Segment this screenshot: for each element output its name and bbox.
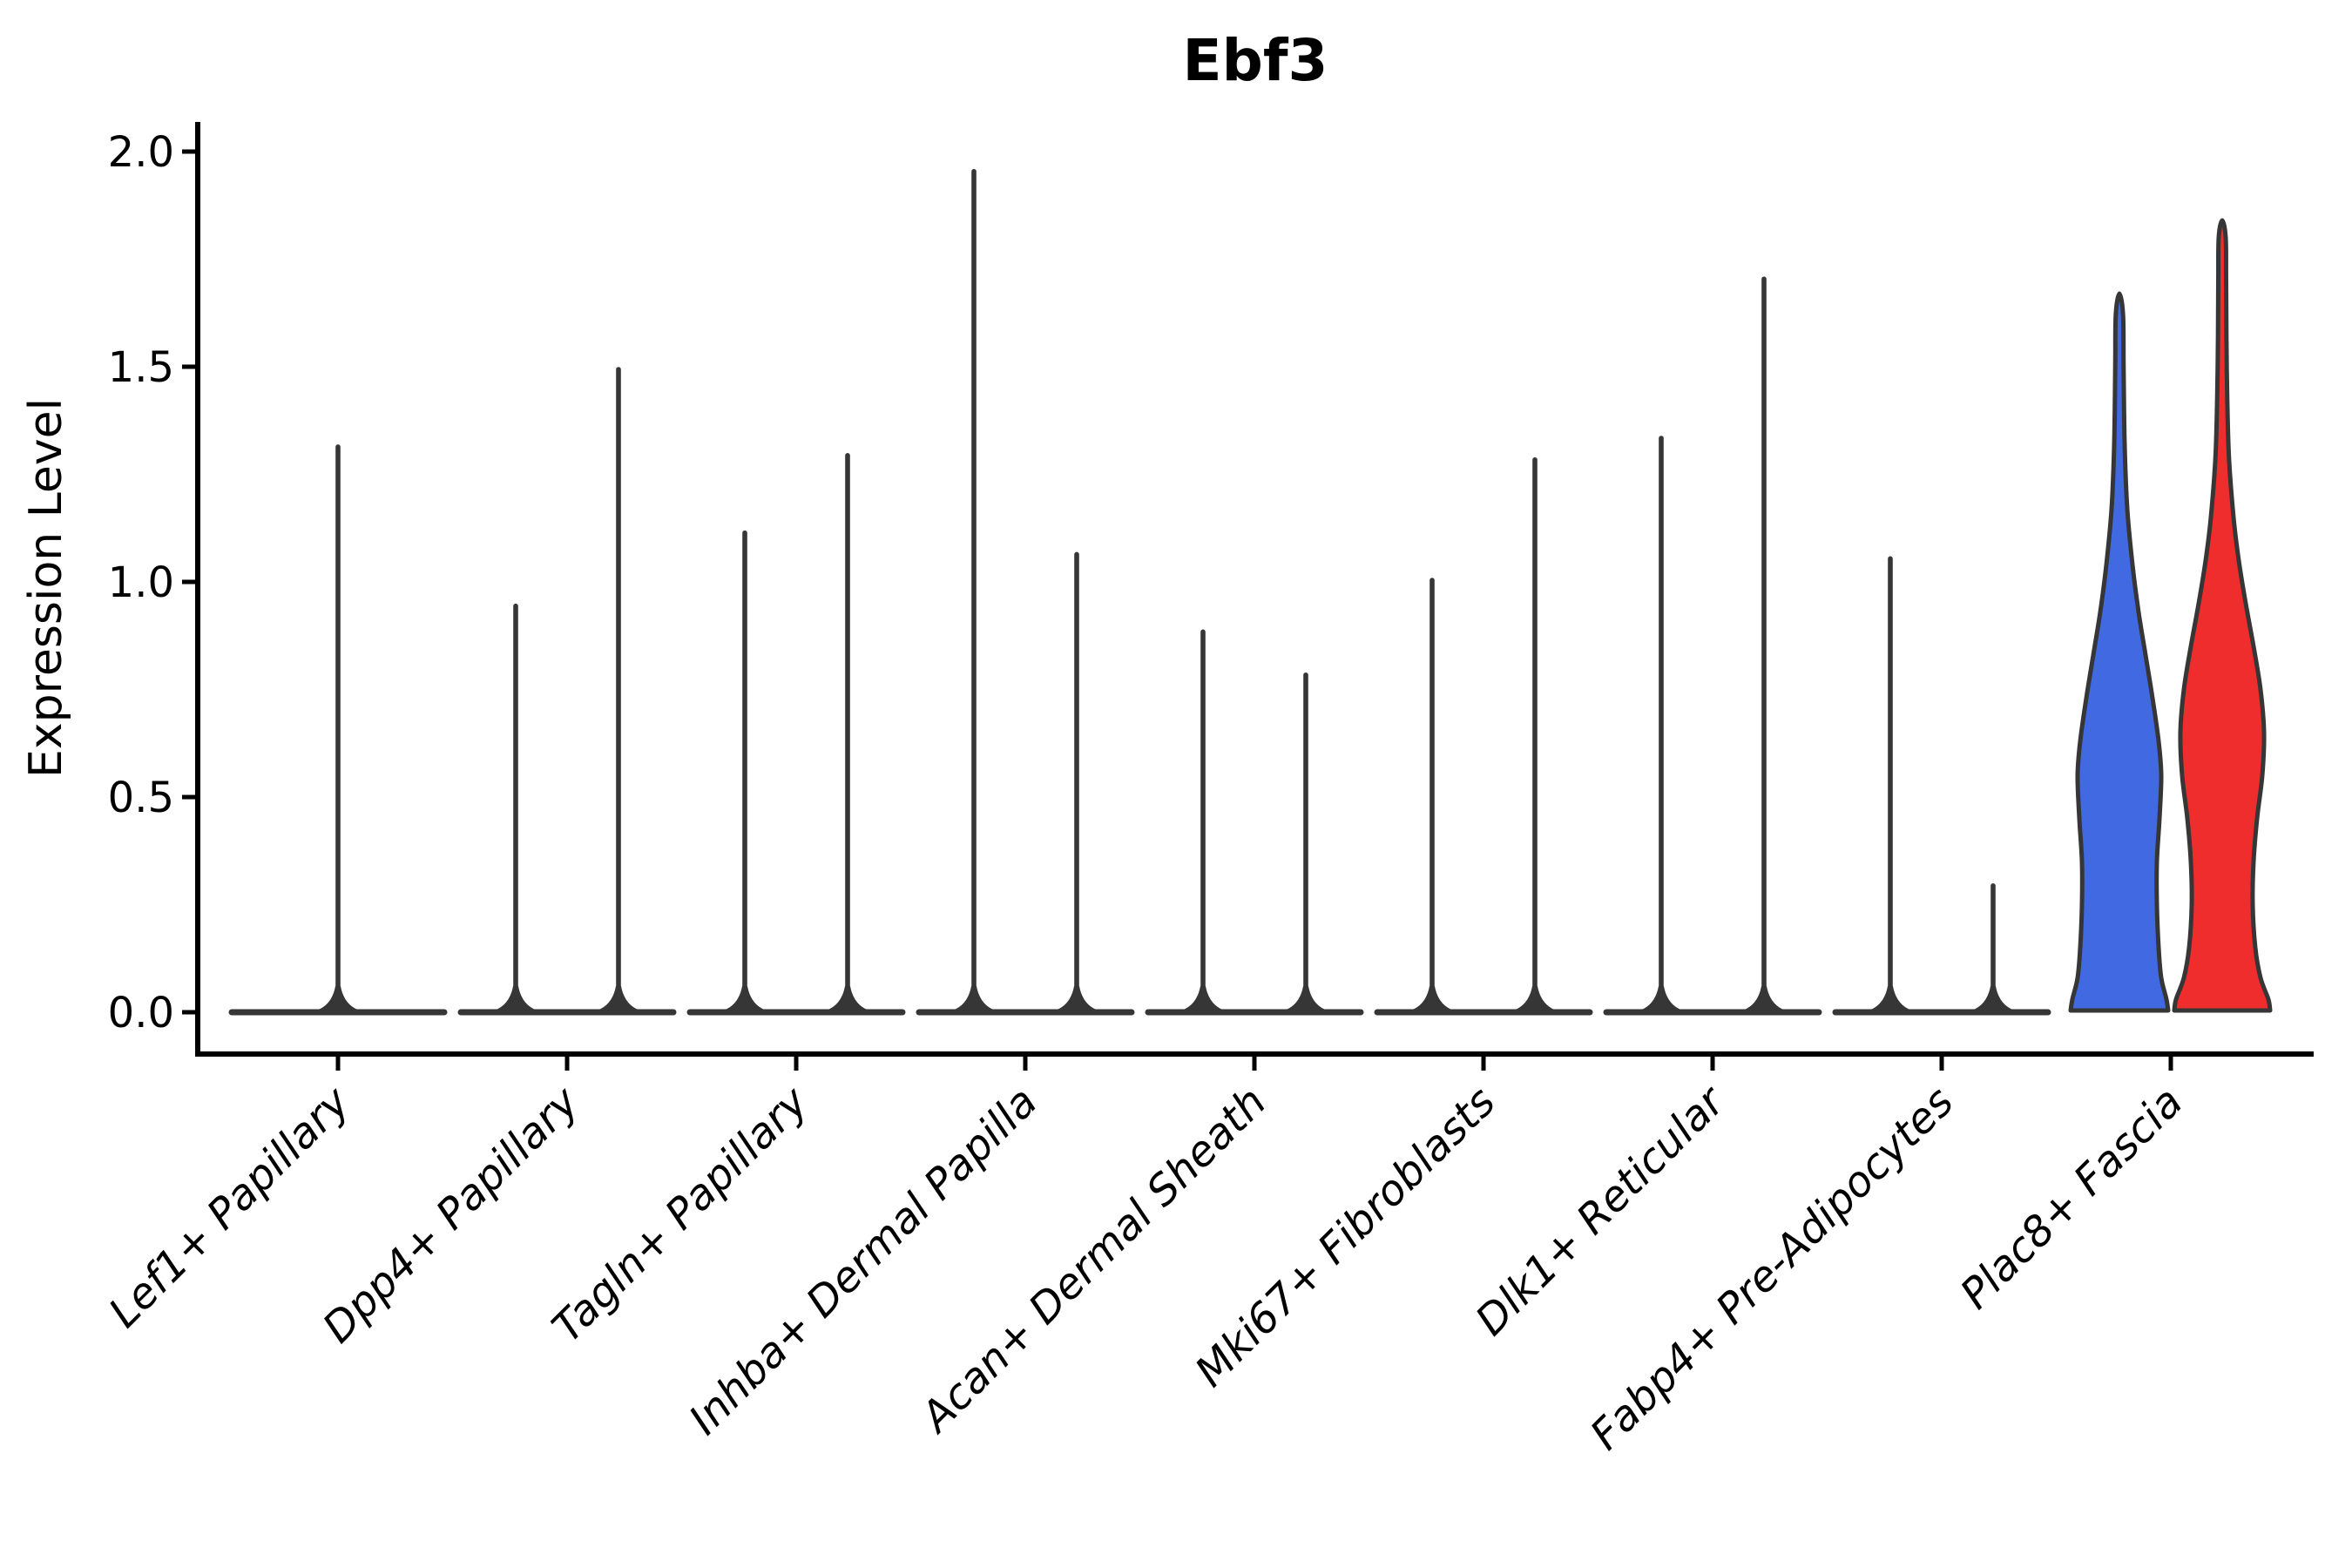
- x-tick-group: [335, 1054, 2173, 1071]
- y-tick-labels: 0.0 0.5 1.0 1.5 2.0: [108, 128, 174, 1037]
- y-tick-group: [182, 149, 198, 1015]
- violin-red-plac8-fascia: [2172, 218, 2273, 1013]
- x-tick-label-2: Tagln+ Papillary: [543, 1077, 818, 1352]
- y-tick-label-1.0: 1.0: [108, 558, 174, 607]
- chart-title: Ebf3: [1183, 27, 1328, 94]
- y-tick-label-2.0: 2.0: [108, 128, 174, 177]
- x-tick-label-7: Fabp4+ Pre-Adipocytes: [1581, 1078, 1963, 1460]
- axes-layer: [182, 122, 2314, 1071]
- y-tick-label-0.5: 0.5: [108, 774, 174, 822]
- violin-marks-layer: [228, 168, 2273, 1016]
- x-tick-label-0: Lef1+ Papillary: [99, 1077, 360, 1337]
- y-tick-label-1.5: 1.5: [108, 343, 174, 392]
- x-tick-label-1: Dpp4+ Papillary: [314, 1077, 589, 1352]
- x-tick-label-8: Plac8+ Fascia: [1951, 1078, 2193, 1319]
- y-axis-label: Expression Level: [20, 398, 72, 778]
- violin-blue-plac8-fascia: [2068, 291, 2171, 1013]
- y-tick-label-0.0: 0.0: [108, 989, 174, 1037]
- x-tick-label-6: Dlk1+ Reticular: [1466, 1076, 1736, 1346]
